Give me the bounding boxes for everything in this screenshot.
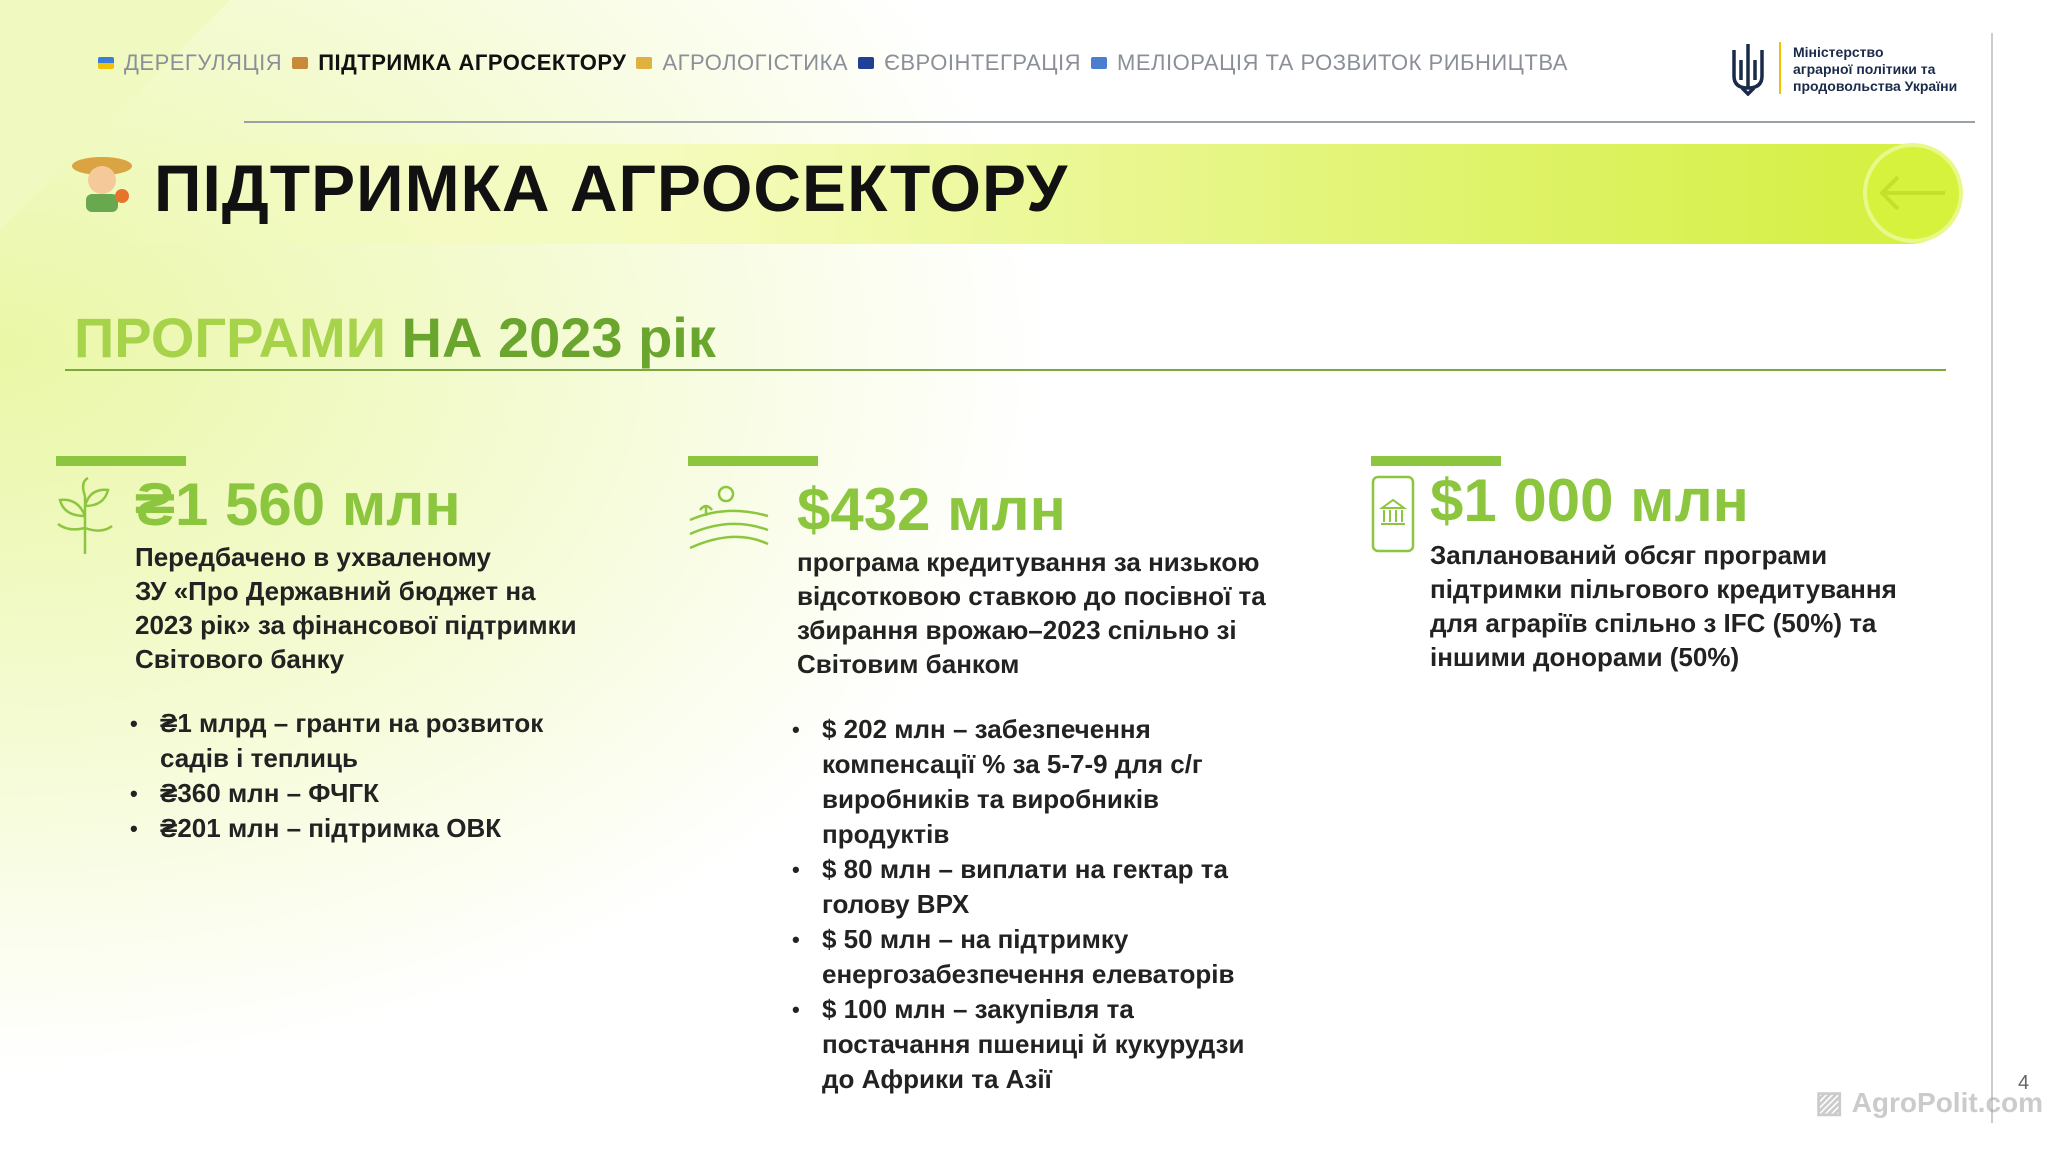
trident-emblem bbox=[1732, 44, 1764, 96]
watermark: ▨ AgroPolit.com bbox=[1815, 1086, 2044, 1119]
description: Передбачено в ухваленому ЗУ «Про Державни… bbox=[135, 540, 577, 676]
description-line: ЗУ «Про Державний бюджет на bbox=[135, 576, 536, 606]
accent-bar bbox=[56, 456, 186, 466]
bullet-line: ₴1 млрд – гранти на розвиток bbox=[160, 708, 544, 738]
description: програма кредитування за низькою відсотко… bbox=[797, 545, 1266, 681]
phone-bank-icon bbox=[1371, 475, 1415, 553]
bullet-list: • $ 202 млн – забезпечення компенсації % з… bbox=[792, 712, 1244, 1097]
page-title: ПІДТРИМКА АГРОСЕКТОРУ bbox=[154, 151, 1069, 225]
bullet-line: продуктів bbox=[822, 819, 950, 849]
nav-rule bbox=[244, 121, 1975, 123]
amount: $1 000 млн bbox=[1430, 467, 1749, 534]
subtitle-rule bbox=[65, 369, 1946, 371]
subtitle-part: НА 2023 рік bbox=[401, 306, 716, 369]
watermark-text: AgroPolit.com bbox=[1851, 1087, 2044, 1118]
nav-icon bbox=[98, 57, 114, 69]
bullet-item: • ₴1 млрд – гранти на розвиток садів і теп… bbox=[130, 706, 543, 776]
subtitle: ПРОГРАМИ НА 2023 рік bbox=[74, 305, 716, 370]
ministry-name: Міністерство аграрної політики та продовол… bbox=[1793, 44, 1957, 95]
accent-bar bbox=[688, 456, 818, 466]
sprout-icon bbox=[57, 476, 113, 554]
description-line: підтримки пільгового кредитування bbox=[1430, 574, 1897, 604]
description-line: Запланований обсяг програми bbox=[1430, 540, 1828, 570]
subtitle-part: ПРОГРАМИ bbox=[74, 306, 386, 369]
nav-icon bbox=[292, 57, 309, 69]
bullet-line: компенсації % за 5-7-9 для с/г bbox=[822, 749, 1203, 779]
bullet-line: $ 80 млн – виплати на гектар та bbox=[822, 854, 1228, 884]
description-line: відсотковою ставкою до посівної та bbox=[797, 581, 1266, 611]
description-line: іншими донорами (50%) bbox=[1430, 642, 1740, 672]
back-arrow[interactable] bbox=[1860, 140, 1966, 246]
bullet-list: • ₴1 млрд – гранти на розвиток садів і теп… bbox=[130, 706, 543, 846]
field-icon bbox=[689, 485, 769, 550]
nav-item[interactable]: МЕЛІОРАЦІЯ ТА РОЗВИТОК РИБНИЦТВА bbox=[1117, 50, 1568, 75]
bullet-line: $ 100 млн – закупівля та bbox=[822, 994, 1134, 1024]
description-line: Світовим банком bbox=[797, 649, 1020, 679]
bullet-line: енергозабезпечення елеваторів bbox=[822, 959, 1235, 989]
bullet-line: ₴201 млн – підтримка ОВК bbox=[160, 813, 502, 843]
bullet-dot: • bbox=[792, 927, 800, 952]
bullet-item: • $ 50 млн – на підтримку енергозабезпечен… bbox=[792, 922, 1244, 992]
bullet-line: постачання пшениці й кукурудзи bbox=[822, 1029, 1245, 1059]
description-line: для аграріїв спільно з IFC (50%) та bbox=[1430, 608, 1877, 638]
bullet-dot: • bbox=[130, 816, 138, 841]
bullet-line: голову ВРХ bbox=[822, 889, 970, 919]
accent-bar bbox=[1371, 456, 1501, 466]
bullet-line: виробників та виробників bbox=[822, 784, 1160, 814]
bullet-line: $ 50 млн – на підтримку bbox=[822, 924, 1129, 954]
nav-item[interactable]: ДЕРЕГУЛЯЦІЯ bbox=[124, 50, 283, 75]
nav-item[interactable]: ПІДТРИМКА АГРОСЕКТОРУ bbox=[318, 50, 627, 75]
bullet-item: • $ 100 млн – закупівля та постачання пшен… bbox=[792, 992, 1244, 1097]
description-line: Передбачено в ухваленому bbox=[135, 542, 492, 572]
nav-icon bbox=[1091, 57, 1108, 69]
logo-line: аграрної політики та bbox=[1793, 61, 1936, 77]
amount: ₴1 560 млн bbox=[135, 471, 461, 538]
bullet-dot: • bbox=[130, 781, 138, 806]
bullet-item: • ₴201 млн – підтримка ОВК bbox=[130, 811, 543, 846]
description-line: Світового банку bbox=[135, 644, 345, 674]
description-line: 2023 рік» за фінансової підтримки bbox=[135, 610, 577, 640]
bullet-dot: • bbox=[130, 711, 138, 736]
nav-item[interactable]: ЄВРОІНТЕГРАЦІЯ bbox=[884, 50, 1082, 75]
description-line: програма кредитування за низькою bbox=[797, 547, 1260, 577]
bullet-item: • $ 202 млн – забезпечення компенсації % з… bbox=[792, 712, 1244, 852]
bullet-line: садів і теплиць bbox=[160, 743, 358, 773]
bullet-dot: • bbox=[792, 997, 800, 1022]
farmer-icon bbox=[72, 157, 132, 212]
bullet-line: ₴360 млн – ФЧГК bbox=[160, 778, 380, 808]
logo-divider bbox=[1779, 42, 1781, 94]
title-band bbox=[60, 144, 1960, 244]
nav-icon bbox=[636, 57, 653, 69]
bullet-line: до Африки та Азії bbox=[822, 1064, 1052, 1094]
logo-line: Міністерство bbox=[1793, 44, 1884, 60]
bullet-line: $ 202 млн – забезпечення bbox=[822, 714, 1151, 744]
nav-icon bbox=[858, 57, 875, 69]
description: Запланований обсяг програми підтримки піл… bbox=[1430, 538, 1897, 674]
nav-bar: ДЕРЕГУЛЯЦІЯ ПІДТРИМКА АГРОСЕКТОРУ АГРОЛОГІ… bbox=[98, 50, 1568, 76]
page-number: 4 bbox=[2018, 1072, 2030, 1094]
side-rule bbox=[1991, 33, 1993, 1123]
bullet-item: • $ 80 млн – виплати на гектар та голову В… bbox=[792, 852, 1244, 922]
bullet-dot: • bbox=[792, 857, 800, 882]
description-line: збирання врожаю–2023 спільно зі bbox=[797, 615, 1237, 645]
bullet-dot: • bbox=[792, 717, 800, 742]
logo-line: продовольства України bbox=[1793, 78, 1958, 94]
nav-item[interactable]: АГРОЛОГІСТИКА bbox=[662, 50, 849, 75]
bullet-item: • ₴360 млн – ФЧГК bbox=[130, 776, 543, 811]
amount: $432 млн bbox=[797, 476, 1066, 543]
